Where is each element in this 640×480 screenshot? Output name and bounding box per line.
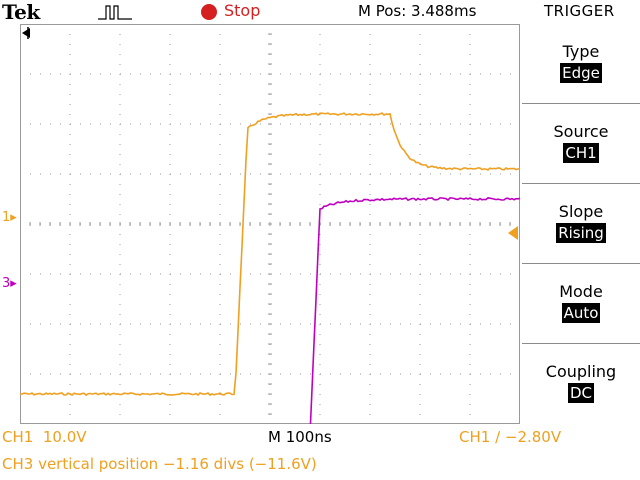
menu-type-label: Type [562, 42, 600, 61]
grid-layer [20, 24, 520, 424]
trigger-readout: CH1 ∕ −2.80V [459, 428, 562, 446]
menu-mode[interactable]: Mode Auto [522, 264, 640, 344]
ch1-waveform [20, 112, 520, 397]
horizontal-position-marker-icon [22, 27, 30, 39]
status-message: CH3 vertical position −1.16 divs (−11.6V… [2, 455, 317, 473]
ch1-scale: CH1 10.0V [2, 428, 87, 446]
menu-slope-value: Rising [556, 223, 606, 243]
status-bar: Tek Stop M Pos: 3.488ms TRIGGER [0, 0, 640, 24]
graticule [20, 24, 520, 424]
brand-logo: Tek [2, 0, 40, 24]
menu-coupling-label: Coupling [545, 362, 617, 381]
trigger-level-arrow-icon [508, 226, 518, 240]
menu-slope[interactable]: Slope Rising [522, 184, 640, 264]
ch3-level-marker: 3▸ [2, 276, 17, 291]
timebase: M 100ns [268, 428, 332, 446]
menu-source-value: CH1 [563, 143, 599, 163]
ch3-waveform [309, 197, 520, 424]
waveform-display [20, 24, 520, 424]
menu-title: TRIGGER [544, 2, 615, 20]
pulse-acquire-icon [98, 5, 132, 20]
run-state: Stop [224, 1, 261, 20]
trigger-menu: Type Edge Source CH1 Slope Rising Mode A… [522, 24, 640, 424]
menu-type[interactable]: Type Edge [522, 24, 640, 104]
menu-coupling-value: DC [567, 383, 595, 403]
ch1-level-marker: 1▸ [2, 210, 17, 225]
menu-source-label: Source [553, 122, 609, 141]
menu-source[interactable]: Source CH1 [522, 104, 640, 184]
menu-mode-label: Mode [559, 282, 603, 301]
readout-bar: CH1 10.0V M 100ns CH1 ∕ −2.80V [0, 428, 640, 450]
stop-indicator-icon [201, 4, 217, 20]
horizontal-position: M Pos: 3.488ms [358, 2, 477, 20]
menu-slope-label: Slope [558, 202, 604, 221]
menu-coupling[interactable]: Coupling DC [522, 344, 640, 424]
menu-type-value: Edge [560, 63, 602, 83]
menu-mode-value: Auto [561, 303, 601, 323]
